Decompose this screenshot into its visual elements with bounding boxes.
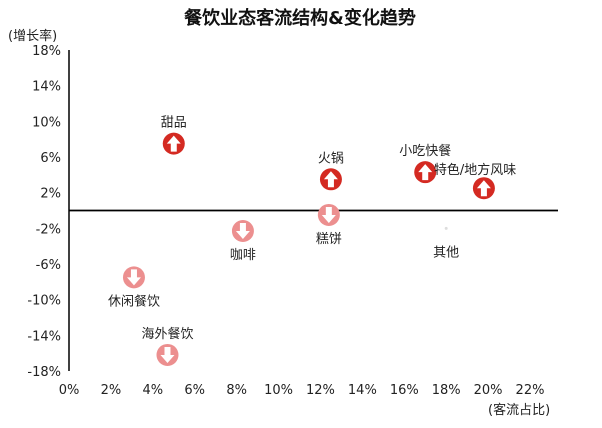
x-tick-label: 14%: [348, 383, 377, 398]
point-label: 甜品: [161, 115, 187, 131]
data-point: [122, 266, 145, 289]
point-label: 特色/地方风味: [434, 162, 516, 178]
point-label: 小吃快餐: [399, 143, 451, 159]
y-axis-ticks: 18% 14% 10% 6% 2% -2% -6% -10% -14% -18%: [27, 44, 61, 380]
y-tick-label: -18%: [27, 365, 61, 380]
y-tick-label: -6%: [36, 258, 61, 273]
arrow-down-icon: [160, 346, 175, 363]
point-label: 休闲餐饮: [108, 293, 160, 309]
y-tick-label: 6%: [40, 151, 61, 166]
x-tick-label: 16%: [390, 383, 419, 398]
point-label: 咖啡: [230, 248, 256, 263]
data-point: [319, 168, 342, 191]
arrow-down-icon: [126, 269, 141, 286]
x-tick-label: 6%: [184, 383, 205, 398]
point-marker: [444, 226, 448, 230]
x-tick-label: 10%: [264, 383, 293, 398]
point-label: 其他: [433, 245, 459, 260]
y-tick-label: -10%: [27, 294, 61, 309]
arrow-down-icon: [321, 206, 336, 223]
y-tick-label: 14%: [32, 80, 61, 95]
y-tick-label: 10%: [32, 115, 61, 130]
x-tick-label: 18%: [432, 383, 461, 398]
x-tick-label: 12%: [306, 383, 335, 398]
data-point: [414, 161, 437, 184]
data-point: [444, 226, 448, 230]
arrow-up-icon: [476, 180, 491, 197]
x-tick-label: 2%: [101, 383, 122, 398]
x-tick-label: 8%: [226, 383, 247, 398]
x-tick-label: 22%: [516, 383, 545, 398]
y-axis-label: (增长率): [8, 28, 57, 44]
data-point: [231, 220, 254, 243]
y-tick-label: 18%: [32, 44, 61, 59]
point-label: 海外餐饮: [141, 326, 193, 342]
x-tick-label: 4%: [143, 383, 164, 398]
y-tick-label: 2%: [40, 187, 61, 202]
data-point: [156, 343, 179, 366]
y-tick-label: -2%: [36, 222, 61, 237]
arrow-up-icon: [418, 164, 433, 181]
arrow-down-icon: [235, 223, 250, 240]
data-point: [317, 203, 340, 226]
arrow-up-icon: [166, 135, 181, 152]
x-tick-label: 20%: [474, 383, 503, 398]
data-points: [122, 132, 495, 366]
x-axis-label: (客流占比): [488, 402, 550, 418]
x-tick-label: 0%: [59, 383, 80, 398]
chart-title: 餐饮业态客流结构&变化趋势: [183, 7, 416, 29]
y-tick-label: -14%: [27, 329, 61, 344]
x-axis-ticks: 0% 2% 4% 6% 8% 10% 12% 14% 16% 18% 20% 22%: [59, 383, 545, 398]
point-label: 糕饼: [316, 232, 342, 247]
arrow-up-icon: [323, 171, 338, 188]
data-point: [472, 177, 495, 200]
point-label: 火锅: [318, 150, 344, 166]
data-point: [162, 132, 185, 155]
